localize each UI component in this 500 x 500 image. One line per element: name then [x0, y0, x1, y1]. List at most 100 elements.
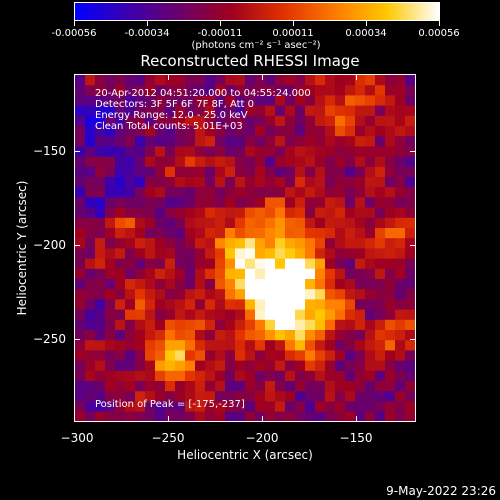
- image-pixel: [125, 370, 135, 382]
- image-pixel: [255, 268, 265, 280]
- image-pixel: [125, 381, 135, 392]
- image-pixel: [95, 115, 105, 127]
- image-pixel: [275, 228, 285, 239]
- image-pixel: [355, 105, 365, 117]
- image-pixel: [335, 299, 345, 311]
- image-pixel: [95, 126, 105, 137]
- image-pixel: [275, 95, 285, 107]
- footer-date: 9-May-2022 23:26: [386, 484, 496, 498]
- image-pixel: [285, 136, 295, 147]
- image-pixel: [85, 279, 95, 290]
- image-pixel: [75, 166, 85, 178]
- image-pixel: [75, 248, 85, 260]
- image-pixel: [125, 217, 135, 229]
- method-counts-text: Clean Total counts: 5.01E+03: [95, 121, 243, 132]
- image-pixel: [285, 360, 295, 372]
- image-pixel: [295, 187, 305, 198]
- image-pixel: [355, 238, 365, 249]
- image-pixel: [195, 115, 205, 127]
- image-pixel: [375, 166, 385, 178]
- image-pixel: [75, 289, 85, 300]
- image-pixel: [115, 279, 125, 290]
- image-pixel: [295, 279, 305, 290]
- image-pixel: [165, 115, 175, 127]
- image-pixel: [295, 258, 305, 270]
- image-pixel: [365, 228, 375, 239]
- image-pixel: [245, 228, 255, 239]
- image-pixel: [245, 146, 255, 158]
- image-pixel: [145, 156, 155, 168]
- image-pixel: [385, 299, 395, 311]
- image-pixel: [125, 360, 135, 372]
- image-pixel: [255, 289, 265, 300]
- image-pixel: [405, 411, 415, 421]
- image-pixel: [205, 95, 215, 107]
- image-pixel: [305, 136, 315, 147]
- image-pixel: [305, 411, 315, 421]
- image-pixel: [375, 268, 385, 280]
- image-pixel: [255, 136, 265, 147]
- image-pixel: [75, 360, 85, 372]
- image-pixel: [375, 401, 385, 413]
- image-pixel: [125, 391, 135, 402]
- image-pixel: [165, 299, 175, 311]
- colorbar-tick: [147, 21, 148, 26]
- image-pixel: [185, 258, 195, 270]
- image-pixel: [275, 217, 285, 229]
- image-pixel: [105, 299, 115, 311]
- image-pixel: [275, 401, 285, 413]
- image-pixel: [195, 146, 205, 158]
- image-pixel: [235, 156, 245, 168]
- image-pixel: [175, 85, 185, 96]
- image-pixel: [325, 299, 335, 311]
- image-pixel: [255, 156, 265, 168]
- image-pixel: [315, 85, 325, 96]
- image-pixel: [405, 166, 415, 178]
- image-pixel: [95, 279, 105, 290]
- image-pixel: [225, 309, 235, 321]
- image-pixel: [105, 75, 115, 86]
- image-pixel: [145, 105, 155, 117]
- image-pixel: [145, 136, 155, 147]
- x-tick: [168, 74, 169, 80]
- image-pixel: [125, 299, 135, 311]
- image-pixel: [145, 309, 155, 321]
- image-pixel: [365, 350, 375, 362]
- image-pixel: [345, 309, 355, 321]
- image-pixel: [205, 391, 215, 402]
- image-pixel: [395, 289, 405, 300]
- image-pixel: [115, 370, 125, 382]
- image-pixel: [295, 126, 305, 137]
- image-pixel: [305, 289, 315, 300]
- colorbar-tick-label: 0.00056: [418, 28, 460, 39]
- image-pixel: [155, 411, 165, 421]
- image-pixel: [205, 340, 215, 351]
- image-pixel: [155, 95, 165, 107]
- image-pixel: [105, 136, 115, 147]
- image-pixel: [365, 105, 375, 117]
- image-pixel: [115, 268, 125, 280]
- image-pixel: [205, 370, 215, 382]
- image-pixel: [355, 126, 365, 137]
- image-pixel: [185, 207, 195, 219]
- image-pixel: [115, 217, 125, 229]
- image-pixel: [245, 248, 255, 260]
- image-pixel: [305, 217, 315, 229]
- image-pixel: [245, 360, 255, 372]
- image-pixel: [95, 258, 105, 270]
- image-pixel: [165, 156, 175, 168]
- image-pixel: [215, 299, 225, 311]
- image-pixel: [95, 340, 105, 351]
- image-pixel: [125, 330, 135, 341]
- image-pixel: [375, 115, 385, 127]
- image-pixel: [335, 340, 345, 351]
- image-pixel: [105, 258, 115, 270]
- image-pixel: [105, 126, 115, 137]
- image-pixel: [355, 309, 365, 321]
- image-pixel: [405, 340, 415, 351]
- image-pixel: [95, 95, 105, 107]
- image-pixel: [165, 391, 175, 402]
- image-pixel: [365, 187, 375, 198]
- image-pixel: [225, 85, 235, 96]
- image-pixel: [345, 340, 355, 351]
